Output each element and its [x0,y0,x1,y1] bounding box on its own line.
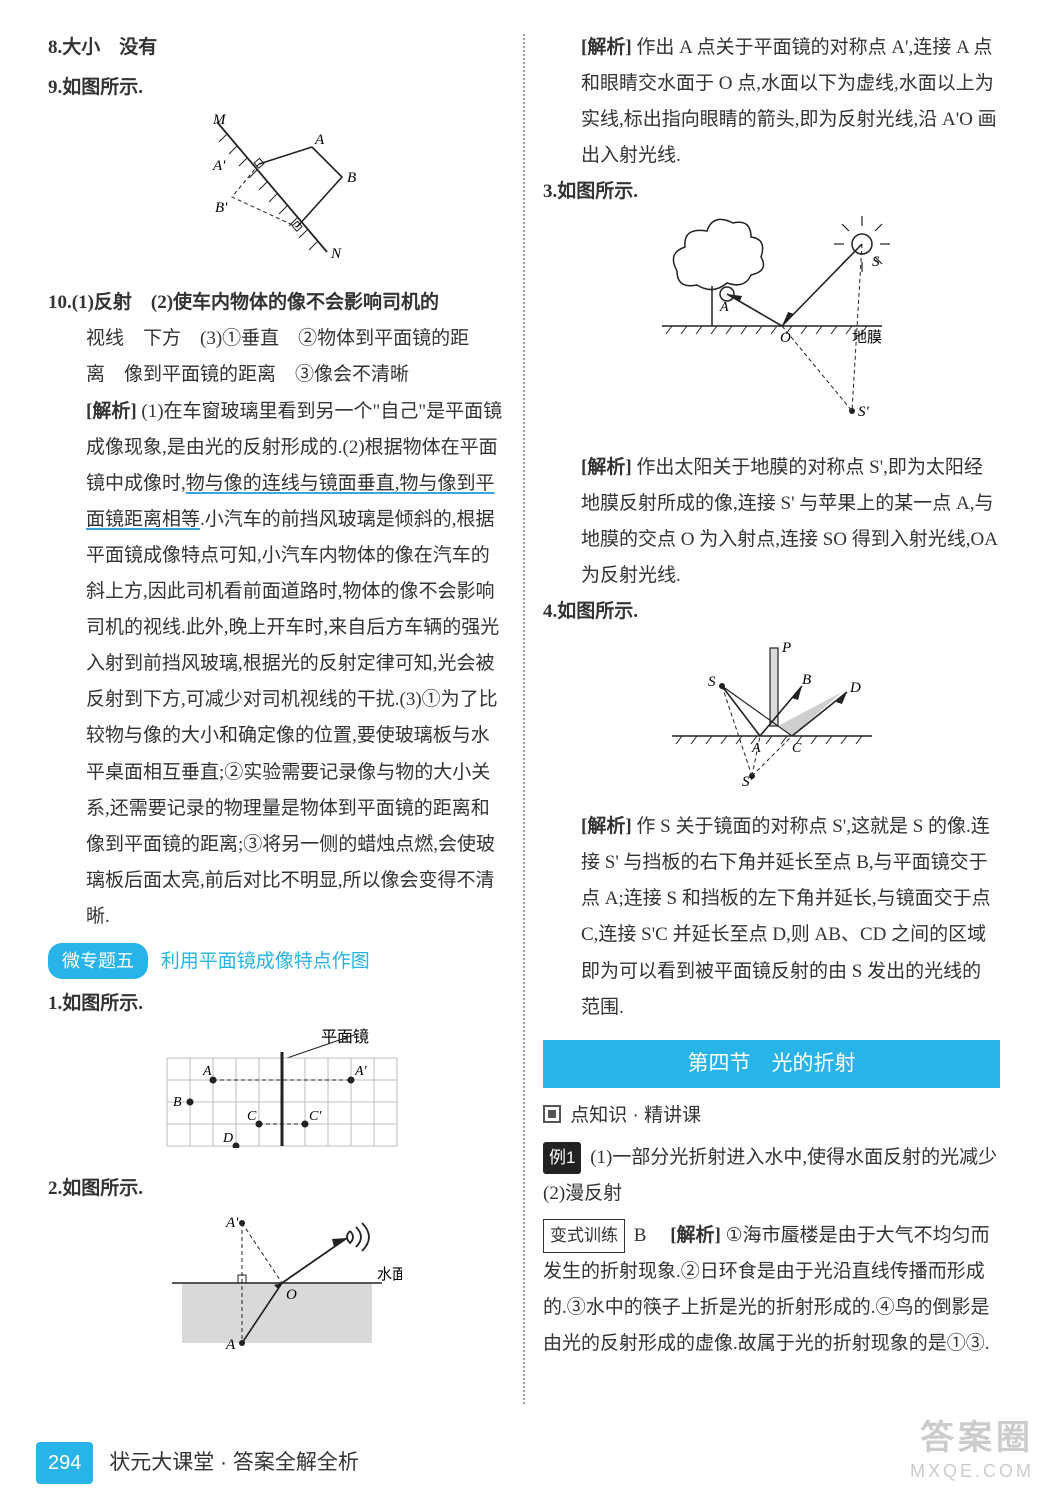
subhead-knowledge: 点知识 · 精讲课 [543,1098,1000,1134]
right-q4-a-body: 作 S 关于镜面的对称点 S',这就是 S 的像.连接 S' 与挡板的右下角并延… [581,816,991,1017]
svg-text:N: N [330,246,342,262]
svg-text:D: D [222,1131,233,1146]
svg-text:C': C' [309,1109,322,1124]
diagram-sec5-1: 平面镜 A B C D A' C' [48,1028,505,1161]
svg-text:M: M [212,112,227,128]
variant-label: 变式训练 [543,1219,625,1253]
svg-text:S': S' [742,774,754,786]
svg-text:水面: 水面 [377,1266,402,1283]
page-footer: 294 状元大课堂 · 答案全解全析 [0,1442,1048,1484]
svg-text:A: A [719,300,729,315]
q10-l2: 视线 下方 (3)①垂直 ②物体到平面镜的距 [48,321,505,357]
svg-text:C: C [792,741,802,756]
svg-text:O: O [780,330,791,346]
sec5-q2: 2.如图所示. [48,1171,505,1207]
svg-text:B': B' [215,200,228,216]
svg-text:B: B [173,1095,182,1110]
svg-text:A': A' [212,158,226,174]
analysis-label: [解析] [581,816,632,837]
diagram-right-3: 地膜 A S [543,216,1000,439]
q10-l3: 离 像到平面镜的距离 ③像会不清晰 [48,357,505,393]
right-q4-text: 4.如图所示. [543,601,638,622]
analysis-label: [解析] [86,401,137,422]
variant-training: 变式训练 B [解析] ①海市蜃楼是由于大气不均匀而发生的折射现象.②日环食是由… [543,1218,1000,1362]
diagram-9: M A B A' B' N [48,112,505,275]
sec5-q2-text: 2.如图所示. [48,1178,143,1199]
example-badge: 例1 [543,1142,581,1174]
svg-text:C: C [247,1109,257,1124]
svg-text:A': A' [354,1064,368,1079]
micro-topic-5-header: 微专题五 利用平面镜成像特点作图 [48,943,505,980]
variant-answer: B [634,1225,647,1246]
q9-text: 9.如图所示. [48,77,143,98]
sec5-q1: 1.如图所示. [48,986,505,1022]
watermark: 答案圈 MXQE.COM [910,1417,1034,1482]
sec5-q1-text: 1.如图所示. [48,993,143,1014]
svg-text:S': S' [858,404,870,420]
analysis-label: [解析] [670,1225,721,1246]
svg-text:A': A' [225,1215,239,1231]
q8-text: 8.大小 没有 [48,37,157,58]
svg-text:A: A [225,1337,236,1353]
diagram-right-4: P S B D A C S' [543,636,1000,799]
svg-text:B: B [802,672,811,688]
svg-text:P: P [781,640,791,656]
right-q3-text: 3.如图所示. [543,181,638,202]
diagram-sec5-2: 水面 A A' O [48,1213,505,1366]
q10-l1: 10.(1)反射 (2)使车内物体的像不会影响司机的 [48,292,439,313]
q8: 8.大小 没有 [48,30,505,66]
svg-text:平面镜: 平面镜 [321,1028,369,1046]
q10-analysis: [解析] (1)在车窗玻璃里看到另一个"自己"是平面镜成像现象,是由光的反射形成… [48,394,505,935]
example-1-body: (1)一部分光折射进入水中,使得水面反射的光减少 (2)漫反射 [543,1147,1016,1204]
book-icon [543,1105,561,1123]
right-top-analysis: [解析] 作出 A 点关于平面镜的对称点 A',连接 A 点和眼睛交水面于 O … [543,30,1000,174]
right-q4-analysis: [解析] 作 S 关于镜面的对称点 S',这就是 S 的像.连接 S' 与挡板的… [543,809,1000,1026]
subhead-text: 点知识 · 精讲课 [570,1105,701,1126]
page-number: 294 [36,1442,93,1484]
q9: 9.如图所示. [48,70,505,106]
micro-topic-pill: 微专题五 [48,943,148,979]
analysis-label: [解析] [581,457,632,478]
svg-text:S: S [872,254,880,270]
micro-topic-title: 利用平面镜成像特点作图 [161,951,370,972]
q10-a-body2: .小汽车的前挡风玻璃是倾斜的,根据平面镜成像特点可知,小汽车内物体的像在汽车的斜… [86,509,499,927]
analysis-label: [解析] [581,37,632,58]
watermark-top: 答案圈 [910,1417,1034,1460]
right-q3-a-body: 作出太阳关于地膜的对称点 S',即为太阳经地膜反射所成的像,连接 S' 与苹果上… [581,457,997,586]
right-top-a-body: 作出 A 点关于平面镜的对称点 A',连接 A 点和眼睛交水面于 O 点,水面以… [581,37,997,166]
svg-text:B: B [347,170,356,186]
watermark-bottom: MXQE.COM [910,1460,1034,1483]
svg-text:S: S [708,674,716,690]
svg-text:A: A [314,132,325,148]
svg-text:D: D [849,680,861,696]
right-q4: 4.如图所示. [543,594,1000,630]
right-q3: 3.如图所示. [543,174,1000,210]
q10: 10.(1)反射 (2)使车内物体的像不会影响司机的 视线 下方 (3)①垂直 … [48,285,505,935]
svg-text:A: A [202,1064,212,1079]
example-1: 例1 (1)一部分光折射进入水中,使得水面反射的光减少 (2)漫反射 [543,1140,1000,1212]
footer-title: 状元大课堂 · 答案全解全析 [109,1451,359,1474]
section-4-bar: 第四节 光的折射 [543,1040,1000,1088]
svg-text:O: O [286,1287,297,1303]
right-q3-analysis: [解析] 作出太阳关于地膜的对称点 S',即为太阳经地膜反射所成的像,连接 S'… [543,450,1000,594]
